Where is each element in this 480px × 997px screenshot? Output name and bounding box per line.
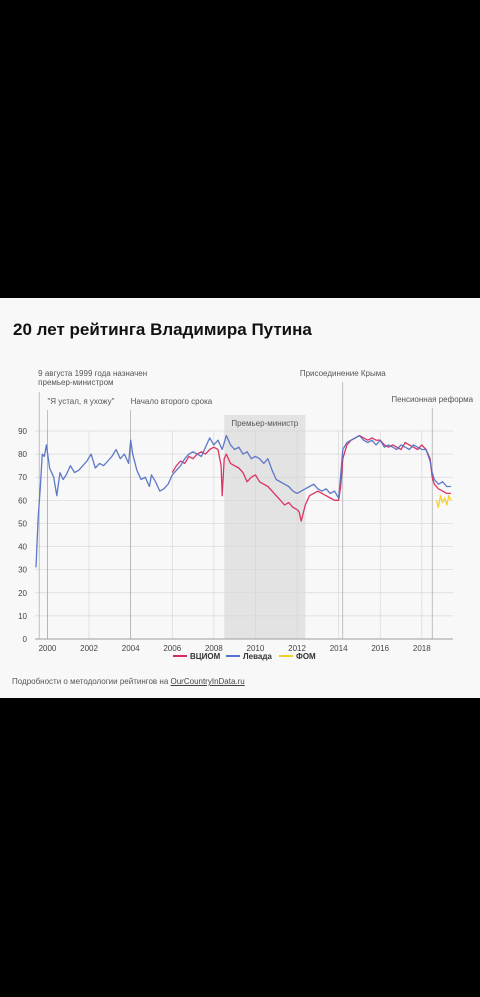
x-tick-label: 2002 (80, 644, 98, 653)
annotation-text: Присоединение Крыма (300, 369, 386, 378)
annotation-text: Начало второго срока (131, 397, 213, 406)
x-tick-label: 2006 (163, 644, 181, 653)
source-link[interactable]: OurCountryInData.ru (170, 677, 245, 686)
annotation-text: 9 августа 1999 года назначен (38, 369, 147, 378)
chart-card: 20 лет рейтинга Владимира Путина Премьер… (0, 298, 480, 698)
x-tick-label: 2004 (122, 644, 140, 653)
x-tick-label: 2016 (371, 644, 389, 653)
footer-note: Подробности о методологии рейтингов на O… (12, 677, 245, 686)
y-tick-label: 0 (23, 635, 28, 644)
y-tick-label: 60 (18, 496, 27, 505)
y-tick-label: 40 (18, 543, 27, 552)
shaded-region (224, 415, 306, 639)
x-tick-label: 2008 (205, 644, 223, 653)
x-tick-label: 2012 (288, 644, 306, 653)
chart-svg: Премьер-министр 0 10 20 30 40 50 60 70 80 90 2000 20… (18, 369, 474, 661)
annotation-text: Пенсионная реформа (391, 395, 473, 404)
legend-label: ВЦИОМ (190, 652, 221, 661)
legend-label: Левада (243, 652, 272, 661)
y-tick-label: 90 (18, 427, 27, 436)
y-tick-label: 80 (18, 450, 27, 459)
chart-title: 20 лет рейтинга Владимира Путина (13, 320, 312, 339)
y-tick-label: 10 (18, 612, 27, 621)
annotation-text: "Я устал, я ухожу" (47, 397, 114, 406)
y-tick-label: 30 (18, 566, 27, 575)
legend-label: ФОМ (296, 652, 316, 661)
shaded-region-label: Премьер-министр (231, 419, 298, 428)
y-tick-label: 20 (18, 589, 27, 598)
y-tick-label: 50 (18, 519, 27, 528)
series-line-levada (35, 434, 451, 568)
series-line-fom (435, 495, 452, 508)
x-tick-label: 2010 (247, 644, 265, 653)
series-line-vciom (171, 434, 451, 522)
annotation-text: премьер-министром (38, 378, 113, 387)
y-tick-label: 70 (18, 473, 27, 482)
footer-text: Подробности о методологии рейтингов на (12, 677, 171, 686)
x-tick-label: 2000 (39, 644, 57, 653)
x-tick-label: 2018 (413, 644, 431, 653)
x-tick-label: 2014 (330, 644, 348, 653)
